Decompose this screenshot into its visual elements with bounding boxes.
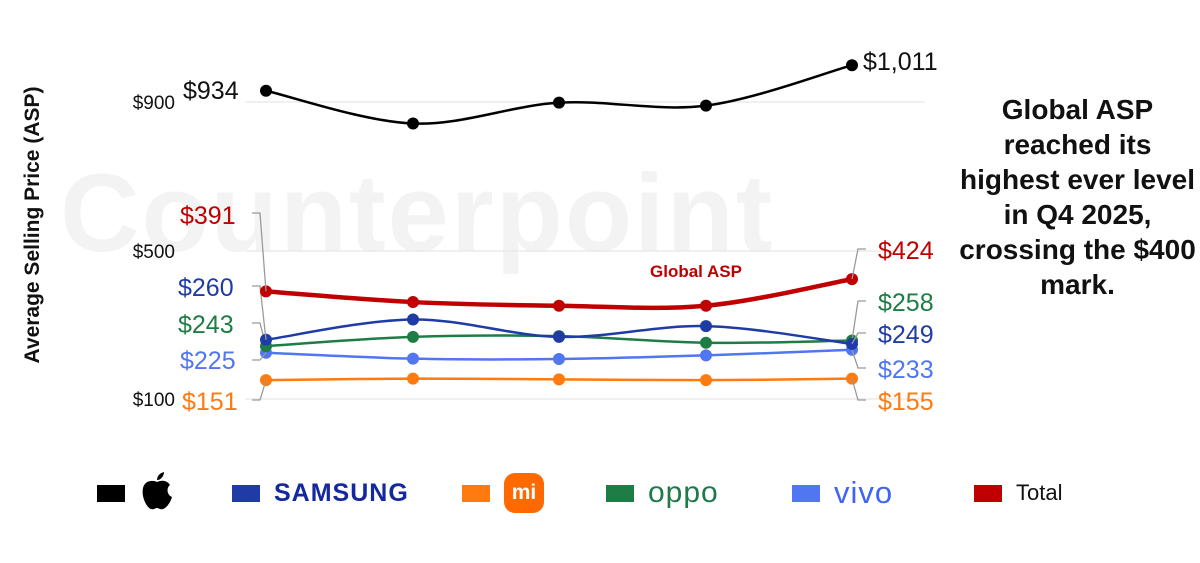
legend-swatch-vivo — [792, 484, 820, 502]
point-apple-2 — [407, 117, 419, 130]
data-label-start-total: $391 — [180, 202, 236, 230]
legend-label-total: Total — [1016, 480, 1063, 505]
point-oppo-2 — [407, 330, 419, 343]
point-vivo-2 — [407, 352, 419, 365]
data-label-end-total: $424 — [878, 237, 934, 265]
leader-right-total — [851, 248, 866, 280]
leader-right-oppo — [851, 300, 866, 341]
data-label-end-oppo: $258 — [878, 289, 934, 317]
y-tick-label-900: $900 — [133, 93, 175, 114]
legend-swatch-apple — [97, 484, 125, 502]
legend-swatch-xiaomi — [462, 484, 490, 502]
data-label-end-vivo: $233 — [878, 356, 934, 384]
point-samsung-4 — [700, 320, 712, 333]
legend-label-oppo: oppo — [648, 476, 719, 509]
legend-item-xiaomi: mi — [462, 473, 544, 513]
y-tick-label-100: $100 — [133, 390, 175, 411]
legend-swatch-samsung — [232, 484, 260, 502]
point-xiaomi-3 — [553, 373, 565, 386]
point-apple-5 — [846, 59, 858, 72]
legend-swatch-oppo — [606, 484, 634, 502]
point-xiaomi-2 — [407, 372, 419, 385]
legend-label-xiaomi: mi — [504, 473, 544, 513]
legend-label-samsung: SAMSUNG — [274, 478, 409, 507]
point-total-4 — [700, 299, 712, 312]
data-label-end-apple: $1,011 — [863, 48, 938, 76]
data-label-start-vivo: $225 — [180, 347, 236, 375]
leader-right-vivo — [851, 349, 866, 369]
point-vivo-3 — [553, 353, 565, 366]
point-apple-1 — [260, 84, 272, 97]
point-samsung-2 — [407, 313, 419, 326]
point-apple-3 — [553, 96, 565, 109]
xiaomi-logo-icon: mi — [504, 473, 544, 513]
point-samsung-3 — [553, 330, 565, 343]
data-label-start-xiaomi: $151 — [182, 388, 238, 416]
leader-left-vivo — [252, 352, 267, 361]
data-label-start-apple: $934 — [183, 77, 239, 105]
legend-item-apple — [97, 471, 175, 510]
point-total-3 — [553, 299, 565, 312]
point-apple-4 — [700, 99, 712, 112]
leader-left-total — [252, 212, 267, 292]
legend-item-total: Total — [974, 476, 1062, 510]
leader-left-samsung — [252, 285, 267, 340]
leader-right-samsung — [851, 332, 866, 345]
point-total-2 — [407, 296, 419, 309]
annotation-total: Global ASP — [650, 262, 742, 281]
data-label-end-samsung: $249 — [878, 321, 934, 349]
data-label-end-xiaomi: $155 — [878, 388, 934, 416]
legend-item-vivo: vivo — [792, 475, 894, 510]
point-xiaomi-4 — [700, 374, 712, 387]
data-label-start-samsung: $260 — [178, 274, 234, 302]
leader-left-xiaomi — [252, 379, 267, 401]
callout-text: Global ASP reached its highest ever leve… — [959, 94, 1196, 300]
legend-item-oppo: oppo — [606, 476, 719, 510]
y-tick-label-500: $500 — [133, 242, 175, 263]
apple-logo-icon — [139, 471, 175, 516]
point-oppo-4 — [700, 336, 712, 349]
series-line-apple — [264, 63, 854, 125]
point-vivo-4 — [700, 349, 712, 362]
legend-swatch-total — [974, 484, 1002, 502]
legend-item-samsung: SAMSUNG — [232, 476, 409, 510]
leader-right-xiaomi — [851, 378, 866, 401]
legend-label-vivo: vivo — [834, 475, 894, 510]
data-label-start-oppo: $243 — [178, 311, 234, 339]
y-axis-label: Average Selling Price (ASP) — [21, 86, 44, 364]
